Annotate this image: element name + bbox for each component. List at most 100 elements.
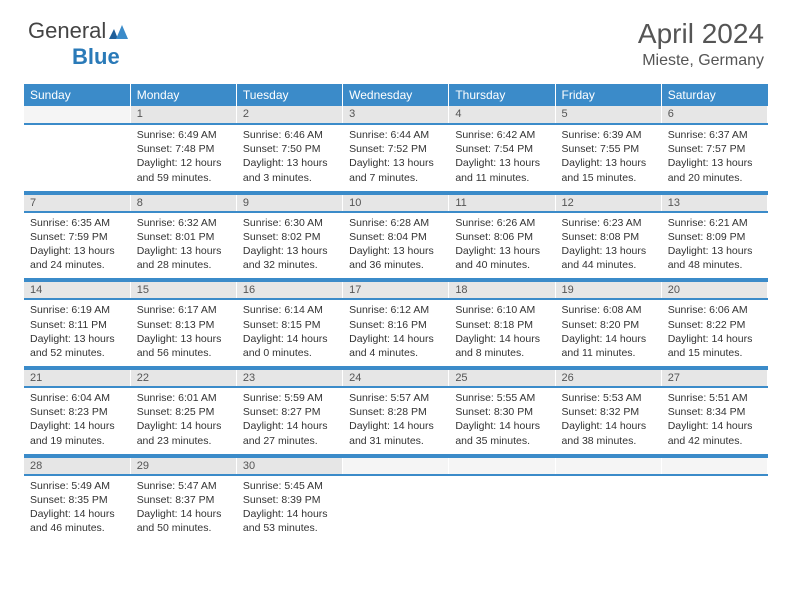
day-number: 8 [130, 194, 236, 212]
day-header-row: Sunday Monday Tuesday Wednesday Thursday… [24, 84, 768, 106]
day-number [661, 457, 767, 475]
day-cell: Sunrise: 6:28 AMSunset: 8:04 PMDaylight:… [343, 212, 449, 280]
day-line: Sunset: 7:55 PM [562, 142, 655, 156]
day-line: and 32 minutes. [243, 258, 336, 272]
day-line: Daylight: 13 hours [137, 244, 230, 258]
day-line: Sunrise: 6:32 AM [137, 216, 230, 230]
day-line: and 38 minutes. [562, 434, 655, 448]
day-number: 1 [130, 106, 236, 124]
day-line: Sunset: 7:59 PM [30, 230, 124, 244]
day-line: Sunrise: 6:39 AM [562, 128, 655, 142]
day-line: and 46 minutes. [30, 521, 124, 535]
day-line: Daylight: 14 hours [243, 419, 336, 433]
day-line: Sunrise: 6:17 AM [137, 303, 230, 317]
day-cell: Sunrise: 6:23 AMSunset: 8:08 PMDaylight:… [555, 212, 661, 280]
day-line: Daylight: 13 hours [562, 156, 655, 170]
day-line: Sunrise: 6:26 AM [455, 216, 548, 230]
logo: GeneralBlue [28, 18, 131, 70]
day-cell: Sunrise: 5:47 AMSunset: 8:37 PMDaylight:… [130, 475, 236, 542]
day-number [555, 457, 661, 475]
day-line: Sunrise: 6:19 AM [30, 303, 124, 317]
day-line: Daylight: 14 hours [137, 507, 230, 521]
day-number [24, 106, 130, 124]
day-cell: Sunrise: 6:46 AMSunset: 7:50 PMDaylight:… [236, 124, 342, 192]
day-cell [343, 475, 449, 542]
day-cell: Sunrise: 6:17 AMSunset: 8:13 PMDaylight:… [130, 299, 236, 367]
day-header: Tuesday [236, 84, 342, 106]
day-line: Daylight: 14 hours [455, 419, 548, 433]
day-line: Daylight: 14 hours [243, 332, 336, 346]
day-cell: Sunrise: 6:19 AMSunset: 8:11 PMDaylight:… [24, 299, 130, 367]
daynum-row: 21222324252627 [24, 369, 768, 387]
day-number: 19 [555, 281, 661, 299]
day-line: and 3 minutes. [243, 171, 336, 185]
day-header: Monday [130, 84, 236, 106]
day-line: Sunset: 8:15 PM [243, 318, 336, 332]
day-line: and 40 minutes. [455, 258, 548, 272]
day-line: Sunset: 8:34 PM [668, 405, 761, 419]
day-line: Sunrise: 6:14 AM [243, 303, 336, 317]
day-line: Sunrise: 5:53 AM [562, 391, 655, 405]
day-number: 25 [449, 369, 555, 387]
day-number: 18 [449, 281, 555, 299]
day-line: Daylight: 13 hours [349, 156, 442, 170]
day-cell: Sunrise: 6:04 AMSunset: 8:23 PMDaylight:… [24, 387, 130, 455]
day-cell: Sunrise: 5:49 AMSunset: 8:35 PMDaylight:… [24, 475, 130, 542]
day-line: Sunrise: 6:08 AM [562, 303, 655, 317]
day-line: Sunset: 7:50 PM [243, 142, 336, 156]
day-number: 11 [449, 194, 555, 212]
day-line: Sunset: 8:18 PM [455, 318, 548, 332]
location: Mieste, Germany [638, 52, 764, 70]
day-line: and 36 minutes. [349, 258, 442, 272]
day-line: and 11 minutes. [455, 171, 548, 185]
day-line: Sunset: 8:39 PM [243, 493, 336, 507]
day-line: Daylight: 14 hours [30, 419, 124, 433]
day-line: Sunset: 8:20 PM [562, 318, 655, 332]
day-line: and 7 minutes. [349, 171, 442, 185]
day-line: Sunrise: 6:10 AM [455, 303, 548, 317]
day-number [449, 457, 555, 475]
day-line: Daylight: 13 hours [30, 244, 124, 258]
day-line: and 50 minutes. [137, 521, 230, 535]
day-number: 6 [661, 106, 767, 124]
day-line: and 52 minutes. [30, 346, 124, 360]
day-line: Sunrise: 6:12 AM [349, 303, 442, 317]
day-line: Sunrise: 5:47 AM [137, 479, 230, 493]
day-line: and 53 minutes. [243, 521, 336, 535]
day-line: Sunset: 8:06 PM [455, 230, 548, 244]
day-number: 30 [236, 457, 342, 475]
day-line: Sunset: 8:35 PM [30, 493, 124, 507]
day-line: Daylight: 14 hours [349, 332, 442, 346]
day-line: and 15 minutes. [668, 346, 761, 360]
day-line: and 8 minutes. [455, 346, 548, 360]
day-cell: Sunrise: 6:01 AMSunset: 8:25 PMDaylight:… [130, 387, 236, 455]
day-line: Sunset: 8:23 PM [30, 405, 124, 419]
day-number: 29 [130, 457, 236, 475]
day-line: Sunset: 8:22 PM [668, 318, 761, 332]
day-line: Daylight: 13 hours [137, 332, 230, 346]
day-cell: Sunrise: 5:57 AMSunset: 8:28 PMDaylight:… [343, 387, 449, 455]
day-line: Sunrise: 6:04 AM [30, 391, 124, 405]
day-line: Sunset: 7:52 PM [349, 142, 442, 156]
day-cell: Sunrise: 6:32 AMSunset: 8:01 PMDaylight:… [130, 212, 236, 280]
day-cell: Sunrise: 5:51 AMSunset: 8:34 PMDaylight:… [661, 387, 767, 455]
day-line: Daylight: 13 hours [30, 332, 124, 346]
day-line: Daylight: 14 hours [668, 419, 761, 433]
day-cell: Sunrise: 5:53 AMSunset: 8:32 PMDaylight:… [555, 387, 661, 455]
day-line: Sunset: 8:11 PM [30, 318, 124, 332]
day-line: Sunrise: 5:59 AM [243, 391, 336, 405]
day-line: and 35 minutes. [455, 434, 548, 448]
day-number: 5 [555, 106, 661, 124]
day-cell: Sunrise: 6:10 AMSunset: 8:18 PMDaylight:… [449, 299, 555, 367]
day-number [343, 457, 449, 475]
day-line: Sunset: 7:57 PM [668, 142, 761, 156]
day-line: Sunrise: 5:51 AM [668, 391, 761, 405]
day-line: Sunset: 8:08 PM [562, 230, 655, 244]
day-line: and 59 minutes. [137, 171, 230, 185]
day-line: and 31 minutes. [349, 434, 442, 448]
day-number: 28 [24, 457, 130, 475]
day-line: and 44 minutes. [562, 258, 655, 272]
day-line: Daylight: 14 hours [455, 332, 548, 346]
day-number: 12 [555, 194, 661, 212]
day-line: Sunrise: 6:06 AM [668, 303, 761, 317]
